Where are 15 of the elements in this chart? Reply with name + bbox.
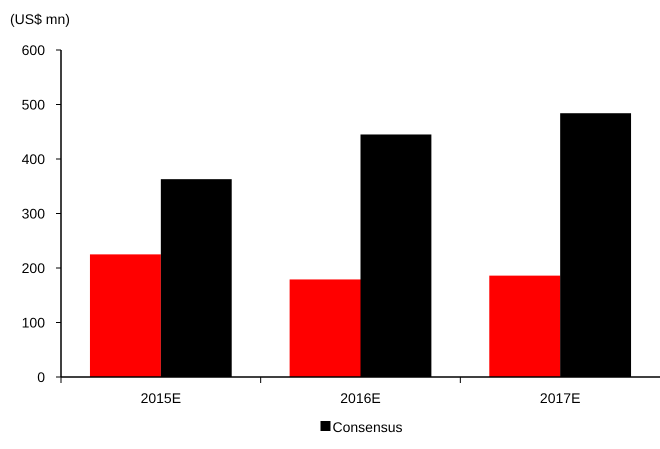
y-tick-label: 500	[22, 96, 46, 112]
x-tick-label: 2015E	[140, 390, 182, 406]
bar	[290, 279, 360, 377]
y-tick-label: 100	[22, 314, 46, 330]
y-tick-label: 400	[22, 150, 46, 167]
y-tick-label: 300	[22, 205, 46, 222]
y-axis-title: (US$ mn)	[10, 11, 70, 27]
bar	[90, 254, 161, 377]
y-tick-label: 0	[37, 368, 46, 385]
x-tick-label: 2016E	[340, 390, 381, 406]
y-tick-label: 600	[22, 42, 46, 58]
bar	[489, 276, 560, 377]
legend-label: Consensus	[332, 418, 403, 435]
y-tick-label: 200	[22, 260, 46, 276]
x-tick-label: 2017E	[540, 390, 580, 406]
